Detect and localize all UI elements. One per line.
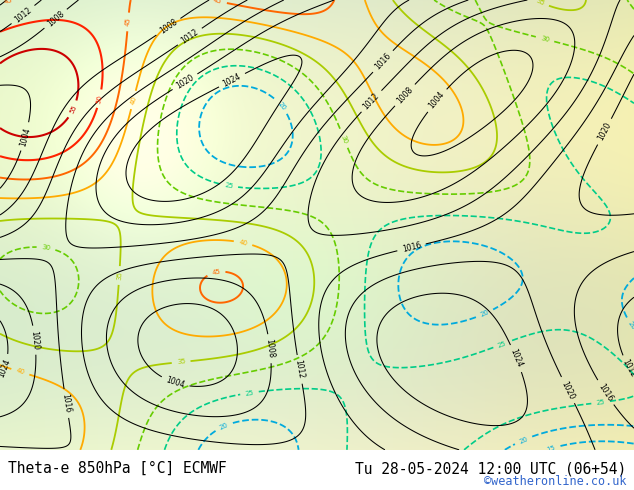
Text: 55: 55: [68, 104, 78, 115]
Text: 1004: 1004: [18, 126, 32, 147]
Text: 25: 25: [245, 389, 254, 396]
Text: 25: 25: [497, 340, 507, 348]
Text: 1012: 1012: [13, 5, 34, 24]
Text: 45: 45: [213, 0, 223, 5]
Text: 1024: 1024: [0, 358, 12, 379]
Text: 40: 40: [129, 95, 138, 105]
Text: 1024: 1024: [221, 72, 243, 89]
Text: 1020: 1020: [30, 330, 41, 350]
Text: 1004: 1004: [165, 375, 186, 390]
Text: 1012: 1012: [621, 358, 634, 379]
Text: 20: 20: [276, 101, 287, 111]
Text: 1016: 1016: [401, 241, 422, 254]
Text: 20: 20: [518, 436, 529, 444]
Text: 20: 20: [627, 320, 634, 331]
Text: 20: 20: [219, 422, 230, 431]
Text: 35: 35: [535, 0, 545, 7]
Text: 50: 50: [96, 94, 103, 104]
Text: 45: 45: [211, 269, 221, 276]
Text: 35: 35: [176, 359, 186, 366]
Text: 30: 30: [41, 244, 51, 251]
Text: 20: 20: [479, 309, 490, 318]
Text: 1020: 1020: [174, 73, 195, 91]
Text: Theta-e 850hPa [°C] ECMWF: Theta-e 850hPa [°C] ECMWF: [8, 461, 226, 476]
Text: 1020: 1020: [596, 121, 613, 142]
Text: Tu 28-05-2024 12:00 UTC (06+54): Tu 28-05-2024 12:00 UTC (06+54): [355, 461, 626, 476]
Text: 45: 45: [3, 0, 13, 5]
Text: 1008: 1008: [46, 9, 66, 28]
Text: 1008: 1008: [395, 85, 415, 105]
Text: 1012: 1012: [361, 91, 381, 111]
Text: 30: 30: [540, 35, 550, 43]
Text: 40: 40: [15, 368, 25, 376]
Text: 1024: 1024: [508, 348, 524, 369]
Text: 15: 15: [547, 444, 557, 453]
Text: 30: 30: [340, 134, 349, 144]
Text: 1008: 1008: [158, 18, 179, 36]
Text: 45: 45: [125, 17, 131, 26]
Text: 25: 25: [224, 182, 234, 190]
Text: 25: 25: [596, 399, 605, 406]
Text: 1020: 1020: [560, 379, 576, 401]
Text: ©weatheronline.co.uk: ©weatheronline.co.uk: [484, 475, 626, 488]
Text: 35: 35: [116, 271, 122, 280]
Text: 1016: 1016: [60, 393, 72, 414]
Text: 1012: 1012: [294, 359, 306, 380]
Text: 1012: 1012: [179, 27, 200, 46]
Text: 1008: 1008: [264, 339, 276, 359]
Text: 1016: 1016: [597, 382, 614, 403]
Text: 1004: 1004: [427, 90, 446, 111]
Text: 1016: 1016: [373, 51, 393, 72]
Text: 40: 40: [238, 239, 248, 246]
